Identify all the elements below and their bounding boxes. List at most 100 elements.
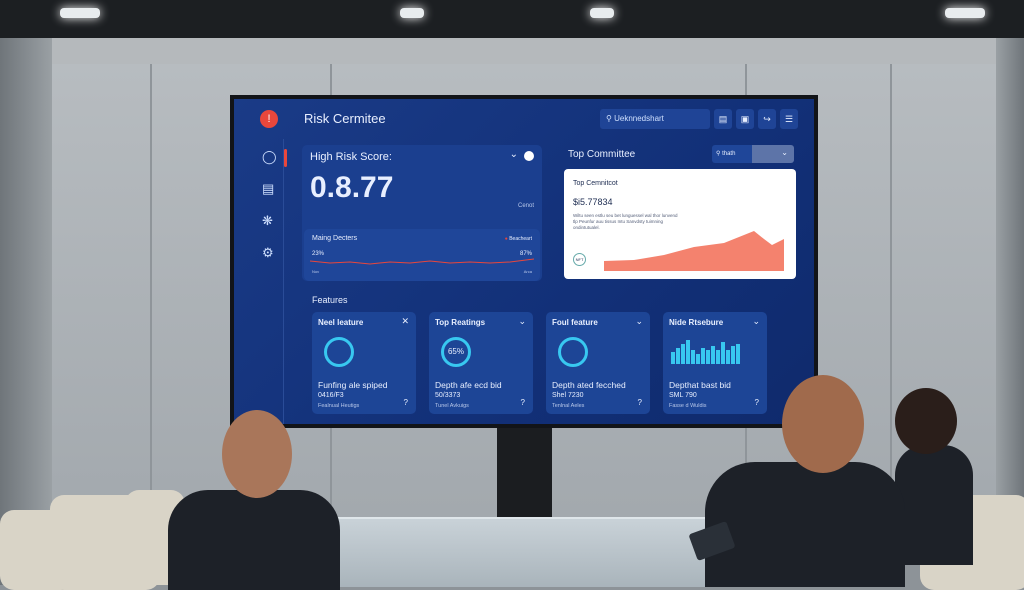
risk-score-card: High Risk Score: ⌄ 0.8.77 Cenot Maing De… bbox=[302, 145, 542, 281]
subcard-left-value: 23% bbox=[312, 251, 325, 257]
nft-badge: NFT bbox=[573, 253, 586, 266]
screen-stand bbox=[497, 428, 552, 523]
bar bbox=[681, 344, 685, 364]
conference-table bbox=[290, 517, 760, 587]
feature-card-sub: Fasse d Wuldis bbox=[669, 403, 707, 409]
feature-card[interactable]: Neel leature ✕ Funfing ale spiped 0416/F3 Fe… bbox=[312, 312, 416, 414]
risk-score-title: High Risk Score: bbox=[310, 151, 392, 163]
person-right-head bbox=[782, 375, 864, 473]
committee-search[interactable]: ⚲ thath bbox=[712, 145, 752, 163]
progress-ring bbox=[324, 337, 354, 367]
app-title: Risk Cermitee bbox=[304, 111, 386, 126]
help-icon[interactable]: ? bbox=[637, 398, 642, 407]
chevron-down-icon[interactable]: ⌄ bbox=[509, 149, 518, 160]
feature-card[interactable]: Top Reatings ⌄ 65% Depth afe ecd bid 50/3373… bbox=[429, 312, 533, 414]
bar bbox=[676, 348, 680, 364]
bar bbox=[696, 354, 700, 364]
feature-card-value: Shel 7230 bbox=[552, 392, 584, 399]
bar bbox=[731, 346, 735, 364]
help-icon[interactable]: ? bbox=[403, 398, 408, 407]
share-icon[interactable]: ↪ bbox=[758, 109, 776, 129]
risk-score-value: 0.8.77 bbox=[310, 171, 394, 204]
subcard-legend: ● Beacheart bbox=[504, 236, 532, 242]
risk-subcard: Maing Decters ● Beacheart 23% 87% Nov Ar… bbox=[304, 229, 540, 281]
wall-panel bbox=[890, 64, 892, 534]
feature-card-text: Funfing ale spiped bbox=[318, 380, 388, 390]
ceiling-light bbox=[60, 8, 100, 18]
feature-card-sub: Tunel Avkuigs bbox=[435, 403, 469, 409]
feature-card-title: Foul feature bbox=[552, 318, 598, 327]
committee-card-text: Wiltu seen estlu seu bet lunguessel wal … bbox=[573, 213, 678, 230]
bar bbox=[701, 348, 705, 364]
ceiling-light bbox=[400, 8, 424, 18]
menu-icon[interactable]: ☰ bbox=[780, 109, 798, 129]
area-chart bbox=[604, 231, 784, 271]
side-wall bbox=[996, 38, 1024, 585]
display-screen: ! Risk Cermitee ⚲ Ueknnedshart ▤ ▣ ↪ ☰ ◯… bbox=[230, 95, 818, 428]
chevron-down-icon[interactable]: ⌄ bbox=[635, 316, 643, 326]
person-left bbox=[168, 490, 340, 590]
committee-card-title: Top Cemnitcot bbox=[573, 180, 618, 187]
bar bbox=[671, 352, 675, 364]
search-placeholder: Ueknnedshart bbox=[614, 114, 664, 123]
help-icon[interactable]: ? bbox=[754, 398, 759, 407]
feature-card-sub: Fealnual Heutigs bbox=[318, 403, 360, 409]
network-icon[interactable]: ❋ bbox=[262, 213, 273, 228]
ceiling-light bbox=[945, 8, 985, 18]
sparkline bbox=[310, 258, 534, 265]
sidebar: ◯ ▤ ❋ ⚙ bbox=[234, 139, 284, 424]
progress-ring: 65% bbox=[441, 337, 471, 367]
feature-card-title: Neel leature bbox=[318, 318, 364, 327]
bar bbox=[691, 350, 695, 364]
bar-chart bbox=[671, 336, 747, 364]
committee-card: Top Cemnitcot $i5.77834 Wiltu seen estlu… bbox=[564, 169, 796, 279]
chevron-down-icon[interactable]: ⌄ bbox=[518, 316, 526, 326]
settings-icon[interactable]: ⚙ bbox=[262, 245, 274, 260]
chevron-down-icon[interactable]: ⌄ bbox=[752, 316, 760, 326]
feature-card-value: SML 790 bbox=[669, 392, 697, 399]
committee-search-text: thath bbox=[722, 151, 736, 157]
committee-dropdown[interactable]: ⌄ bbox=[752, 145, 794, 163]
feature-card[interactable]: Nide Rtsebure ⌄ Depthat bast bid SML 790 Fas… bbox=[663, 312, 767, 414]
clipboard-icon[interactable]: ▣ bbox=[736, 109, 754, 129]
document-icon[interactable]: ▤ bbox=[262, 181, 275, 196]
subcard-right-value: 87% bbox=[519, 251, 532, 257]
bar bbox=[711, 346, 715, 364]
committee-card-value: $i5.77834 bbox=[573, 197, 613, 207]
info-icon[interactable] bbox=[524, 151, 534, 161]
feature-card-text: Depthat bast bid bbox=[669, 380, 731, 390]
feature-card-title: Top Reatings bbox=[435, 318, 486, 327]
bar bbox=[726, 350, 730, 364]
feature-card-value: 50/3373 bbox=[435, 392, 461, 399]
subcard-left-label: Nov bbox=[312, 269, 320, 274]
bar bbox=[736, 344, 740, 364]
feature-card-text: Depth ated fecched bbox=[552, 380, 626, 390]
bar bbox=[706, 350, 710, 364]
subcard-right-label: Arca bbox=[523, 269, 532, 274]
search-input[interactable]: ⚲ Ueknnedshart bbox=[600, 109, 710, 129]
save-icon[interactable]: ▤ bbox=[714, 109, 732, 129]
legend-label: Beacheart bbox=[509, 236, 532, 242]
bar bbox=[686, 340, 690, 364]
bar bbox=[716, 350, 720, 364]
progress-ring bbox=[558, 337, 588, 367]
person-right bbox=[705, 462, 905, 587]
alert-icon[interactable]: ! bbox=[260, 110, 278, 128]
committee-title: Top Committee bbox=[568, 149, 636, 160]
bar bbox=[721, 342, 725, 364]
chat-icon[interactable]: ◯ bbox=[262, 149, 277, 164]
feature-card[interactable]: Foul feature ⌄ Depth ated fecched Shel 7230… bbox=[546, 312, 650, 414]
ceiling-beam bbox=[0, 38, 1024, 64]
risk-link[interactable]: Cenot bbox=[517, 203, 534, 209]
help-icon[interactable]: ? bbox=[520, 398, 525, 407]
ceiling bbox=[0, 0, 1024, 38]
wall-panel bbox=[150, 64, 152, 534]
dashboard: ! Risk Cermitee ⚲ Ueknnedshart ▤ ▣ ↪ ☰ ◯… bbox=[234, 99, 814, 424]
person-woman-head bbox=[895, 388, 957, 454]
features-title: Features bbox=[312, 295, 348, 305]
feature-card-value: 0416/F3 bbox=[318, 392, 344, 399]
person-woman bbox=[895, 445, 973, 565]
feature-card-text: Depth afe ecd bid bbox=[435, 380, 502, 390]
sidebar-selection-indicator bbox=[284, 149, 287, 167]
close-icon[interactable]: ✕ bbox=[401, 316, 409, 326]
